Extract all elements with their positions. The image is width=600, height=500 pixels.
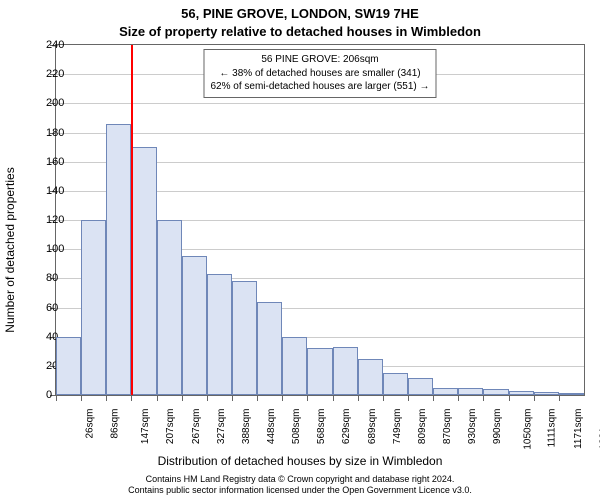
x-tick xyxy=(81,395,82,401)
x-tick xyxy=(157,395,158,401)
histogram-bar xyxy=(232,281,257,395)
histogram-bar xyxy=(433,388,458,395)
histogram-bar xyxy=(383,373,408,395)
x-tick-label: 930sqm xyxy=(467,409,478,445)
x-tick xyxy=(358,395,359,401)
x-tick-label: 1111sqm xyxy=(546,409,557,448)
histogram-bar xyxy=(333,347,358,395)
histogram-bar xyxy=(81,220,106,395)
annotation-line: ← 38% of detached houses are smaller (34… xyxy=(210,67,429,81)
x-tick xyxy=(207,395,208,401)
x-tick-label: 26sqm xyxy=(85,409,96,439)
x-tick xyxy=(282,395,283,401)
x-tick xyxy=(257,395,258,401)
x-tick xyxy=(433,395,434,401)
histogram-bar xyxy=(106,124,131,395)
histogram-bar xyxy=(483,389,508,395)
x-tick xyxy=(458,395,459,401)
x-axis-label: Distribution of detached houses by size … xyxy=(0,454,600,468)
histogram-bar xyxy=(307,348,332,395)
x-tick-label: 207sqm xyxy=(166,409,177,445)
x-tick xyxy=(131,395,132,401)
histogram-bar xyxy=(559,393,584,395)
histogram-bar xyxy=(458,388,483,395)
histogram-bar xyxy=(157,220,182,395)
x-tick-label: 629sqm xyxy=(342,409,353,445)
x-tick-label: 749sqm xyxy=(392,409,403,445)
annotation-line: 56 PINE GROVE: 206sqm xyxy=(210,53,429,67)
x-tick xyxy=(408,395,409,401)
x-tick-label: 147sqm xyxy=(140,409,151,445)
chart-subtitle: Size of property relative to detached ho… xyxy=(0,24,600,39)
x-tick-label: 86sqm xyxy=(110,409,121,439)
histogram-bar xyxy=(207,274,232,395)
subject-marker-line xyxy=(131,45,133,395)
x-tick-label: 689sqm xyxy=(367,409,378,445)
x-tick xyxy=(182,395,183,401)
footer-line-1: Contains HM Land Registry data © Crown c… xyxy=(0,474,600,485)
histogram-bar xyxy=(534,392,559,395)
x-tick-label: 388sqm xyxy=(241,409,252,445)
x-tick-label: 267sqm xyxy=(191,409,202,445)
x-tick-label: 327sqm xyxy=(216,409,227,445)
histogram-bar xyxy=(182,256,207,395)
plot-area: 02040608010012014016018020022024026sqm86… xyxy=(55,44,585,396)
annotation-line: 62% of semi-detached houses are larger (… xyxy=(210,80,429,94)
x-tick xyxy=(383,395,384,401)
gridline xyxy=(56,133,584,134)
x-tick xyxy=(106,395,107,401)
x-tick-label: 568sqm xyxy=(316,409,327,445)
gridline xyxy=(56,103,584,104)
histogram-bar xyxy=(257,302,282,395)
plot-inner: 02040608010012014016018020022024026sqm86… xyxy=(55,44,585,396)
histogram-bar xyxy=(282,337,307,395)
histogram-bar xyxy=(509,391,534,395)
x-tick xyxy=(509,395,510,401)
x-tick-label: 508sqm xyxy=(291,409,302,445)
x-tick xyxy=(232,395,233,401)
x-tick xyxy=(559,395,560,401)
x-tick xyxy=(333,395,334,401)
y-axis-label: Number of detached properties xyxy=(3,167,17,332)
footer-line-2: Contains public sector information licen… xyxy=(0,485,600,496)
footer: Contains HM Land Registry data © Crown c… xyxy=(0,474,600,496)
x-tick xyxy=(56,395,57,401)
x-tick-label: 990sqm xyxy=(492,409,503,445)
x-tick xyxy=(483,395,484,401)
chart-title: 56, PINE GROVE, LONDON, SW19 7HE xyxy=(0,6,600,21)
x-tick-label: 1050sqm xyxy=(523,409,534,450)
chart-container: 56, PINE GROVE, LONDON, SW19 7HE Size of… xyxy=(0,0,600,500)
x-tick-label: 1171sqm xyxy=(573,409,584,449)
annotation-box: 56 PINE GROVE: 206sqm← 38% of detached h… xyxy=(203,49,436,98)
x-tick-label: 448sqm xyxy=(266,409,277,445)
histogram-bar xyxy=(131,147,156,395)
histogram-bar xyxy=(358,359,383,395)
x-tick-label: 809sqm xyxy=(417,409,428,445)
x-tick-label: 870sqm xyxy=(442,409,453,445)
histogram-bar xyxy=(56,337,81,395)
histogram-bar xyxy=(408,378,433,396)
x-tick xyxy=(307,395,308,401)
x-tick xyxy=(534,395,535,401)
